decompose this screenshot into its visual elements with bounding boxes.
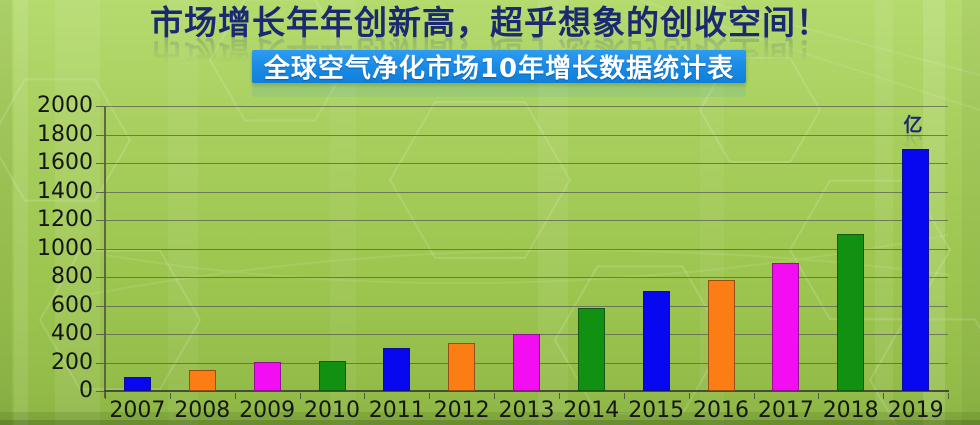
x-axis-tick	[494, 393, 496, 399]
subtitle-text: 全球空气净化市场10年增长数据统计表	[263, 54, 735, 84]
x-axis-tick	[688, 393, 690, 399]
bottom-band	[0, 412, 980, 425]
x-axis-tick	[753, 393, 755, 399]
y-axis-label: 1000	[37, 236, 93, 261]
gridline	[105, 135, 948, 136]
bar-2010	[318, 361, 346, 391]
x-axis-tick	[234, 393, 236, 399]
y-axis-label: 400	[51, 321, 93, 346]
bar-2019	[902, 149, 930, 391]
y-axis-tick	[96, 163, 105, 164]
x-axis-tick	[623, 393, 625, 399]
bottom-edge	[0, 420, 980, 425]
bar-2009	[253, 362, 281, 391]
x-axis-tick	[883, 393, 885, 399]
x-axis-tick	[169, 393, 171, 399]
gridline	[105, 163, 948, 164]
x-axis-label: 2018	[822, 398, 879, 423]
gridline	[105, 220, 948, 221]
bar-2017	[772, 263, 800, 391]
gridline	[105, 277, 948, 278]
x-axis-label: 2016	[693, 398, 749, 423]
x-axis-label: 2014	[563, 398, 620, 423]
unit-label-reflection: 亿	[903, 131, 923, 153]
x-axis-label: 2017	[757, 398, 814, 423]
x-axis-tick	[429, 393, 431, 399]
x-axis-label: 2012	[433, 398, 490, 423]
y-axis-tick	[96, 106, 105, 107]
y-axis-label: 0	[79, 378, 93, 403]
bar-2007	[123, 377, 151, 391]
y-axis-tick	[96, 277, 105, 278]
y-axis-line	[104, 106, 106, 398]
x-axis-tick	[364, 393, 366, 399]
x-axis-label: 2019	[887, 398, 944, 423]
x-axis-label: 2013	[498, 398, 555, 423]
gridline	[105, 106, 948, 107]
bar-2008	[188, 370, 216, 391]
y-axis-label: 800	[51, 264, 93, 289]
x-axis-label: 2007	[109, 398, 166, 423]
bar-2016	[707, 280, 735, 391]
x-axis-tick	[299, 393, 301, 399]
unit-label: 亿	[903, 114, 923, 136]
y-axis-label: 1600	[37, 150, 93, 175]
y-axis-tick	[96, 135, 105, 136]
x-axis-tick	[105, 393, 106, 399]
y-axis-label: 1200	[37, 207, 93, 232]
bar-2012	[448, 343, 476, 391]
bar-chart-plot-area: 0 200 400 600 800 1000 1200 1400 1600 1800 2000 200…	[37, 93, 949, 423]
y-axis-tick	[96, 363, 105, 364]
y-axis-label: 200	[51, 350, 93, 375]
subtitle-banner: 全球空气净化市场10年增长数据统计表	[252, 50, 746, 84]
x-axis-label: 2009	[239, 398, 296, 423]
y-axis-tick	[96, 192, 105, 193]
x-axis-tick	[818, 393, 820, 399]
bar-2013	[513, 334, 540, 391]
y-axis-label: 600	[51, 293, 93, 318]
x-axis-tick	[948, 393, 949, 399]
gridline	[105, 306, 948, 307]
bar-2015	[642, 291, 670, 391]
x-axis-label: 2015	[628, 398, 685, 423]
y-axis-label: 1400	[37, 179, 93, 204]
y-axis-tick	[96, 249, 105, 250]
y-axis-tick	[96, 306, 105, 307]
x-axis-label: 2010	[304, 398, 360, 423]
x-axis-tick	[558, 393, 560, 399]
y-axis-label: 2000	[37, 93, 93, 118]
subtitle-banner-reflection	[252, 85, 746, 97]
x-axis-line	[104, 390, 949, 392]
bar-2014	[577, 308, 605, 391]
x-axis-label: 2008	[174, 398, 231, 423]
bar-2011	[383, 348, 411, 391]
slide-title: 市场增长年年创新高，超乎想象的创收空间！	[150, 3, 830, 42]
bar-2018	[837, 234, 865, 391]
y-axis-tick	[96, 220, 105, 221]
gridline	[105, 249, 948, 250]
y-axis-tick	[96, 334, 105, 335]
x-axis-label: 2011	[368, 398, 425, 423]
gridline	[105, 192, 948, 193]
y-axis-tick	[96, 391, 105, 392]
y-axis-label: 1800	[37, 122, 93, 147]
